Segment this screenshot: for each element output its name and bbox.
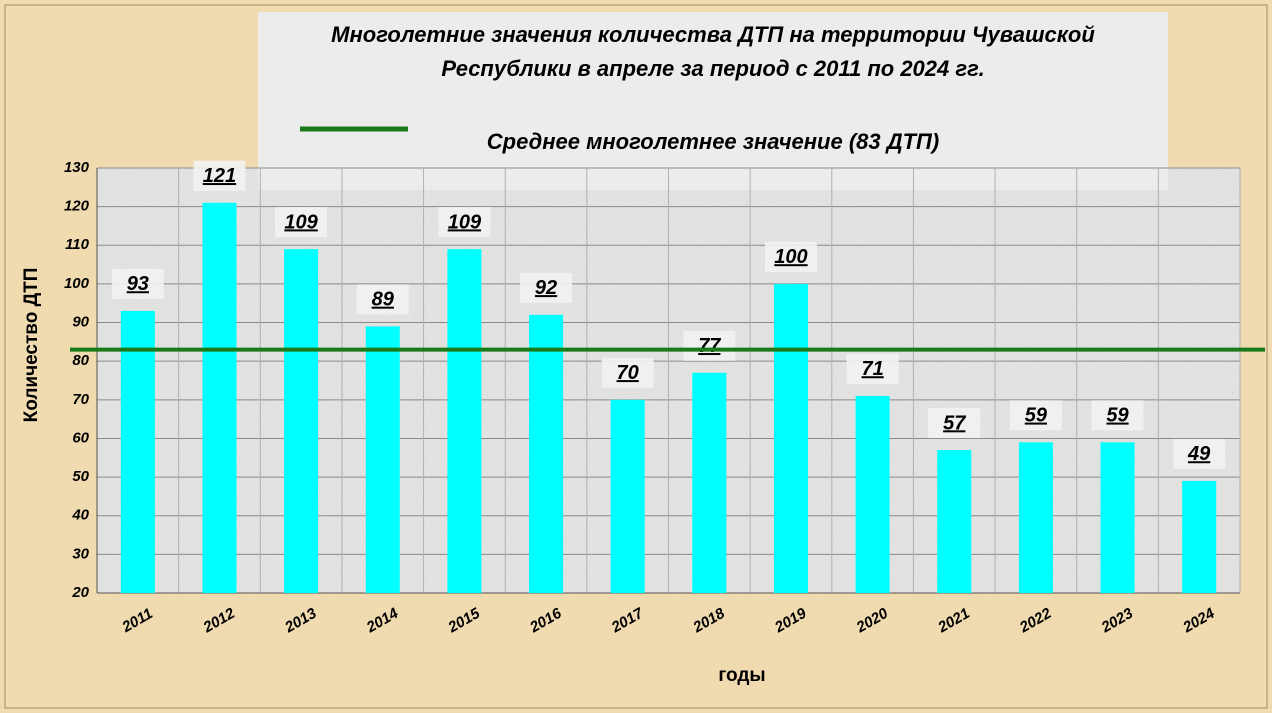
value-label-box bbox=[601, 357, 654, 388]
value-label: 89 bbox=[372, 289, 395, 311]
bar bbox=[692, 372, 727, 593]
y-tick-label: 130 bbox=[64, 159, 90, 176]
value-label-box bbox=[683, 330, 736, 361]
value-label-box bbox=[275, 207, 328, 238]
bar bbox=[610, 399, 645, 593]
y-tick-label: 60 bbox=[72, 429, 89, 446]
value-label-box bbox=[846, 353, 899, 384]
value-label-box bbox=[1173, 438, 1226, 469]
chart-title-line: Республики в апреле за период с 2011 по … bbox=[441, 56, 984, 81]
value-label: 77 bbox=[698, 335, 721, 357]
value-label-box bbox=[928, 408, 981, 439]
bar bbox=[202, 202, 237, 594]
value-label-box bbox=[764, 241, 817, 272]
value-label-box bbox=[193, 160, 246, 191]
bar bbox=[447, 249, 482, 594]
bar bbox=[855, 395, 890, 593]
y-tick-label: 50 bbox=[72, 468, 89, 485]
title-box bbox=[258, 12, 1168, 190]
value-label: 49 bbox=[1187, 443, 1211, 465]
value-label: 57 bbox=[943, 412, 966, 434]
value-label: 121 bbox=[203, 165, 236, 187]
y-tick-label: 80 bbox=[72, 352, 89, 369]
y-tick-label: 20 bbox=[71, 584, 89, 601]
y-tick-label: 90 bbox=[72, 314, 89, 331]
value-label: 93 bbox=[127, 273, 149, 295]
bar bbox=[937, 450, 972, 593]
x-axis-label: годы bbox=[718, 665, 765, 686]
y-tick-label: 100 bbox=[64, 275, 90, 292]
y-axis-label: Количество ДТП bbox=[21, 268, 42, 423]
value-label: 70 bbox=[617, 362, 639, 384]
value-label: 92 bbox=[535, 277, 557, 299]
border bbox=[4, 4, 1268, 709]
bar bbox=[365, 326, 400, 593]
value-label-box bbox=[438, 207, 491, 238]
y-tick-label: 110 bbox=[65, 236, 90, 253]
bar bbox=[284, 249, 319, 594]
value-label-box bbox=[1091, 400, 1144, 431]
y-tick-label: 30 bbox=[72, 545, 89, 562]
bar bbox=[120, 310, 155, 593]
value-label-box bbox=[356, 284, 409, 315]
y-tick-label: 70 bbox=[72, 391, 89, 408]
legend-label: Среднее многолетнее значение (83 ДТП) bbox=[487, 129, 939, 154]
value-label-box bbox=[1009, 400, 1062, 431]
chart-title-line: Многолетние значения количества ДТП на т… bbox=[331, 22, 1095, 47]
value-label: 71 bbox=[861, 358, 883, 380]
value-label-box bbox=[520, 272, 573, 303]
value-label: 59 bbox=[1106, 405, 1129, 427]
value-label-box bbox=[111, 268, 164, 299]
bar bbox=[773, 283, 808, 593]
value-label: 100 bbox=[774, 246, 807, 268]
bar bbox=[1182, 480, 1217, 593]
y-tick-label: 120 bbox=[64, 198, 90, 215]
value-label: 109 bbox=[448, 211, 482, 233]
bar bbox=[529, 314, 564, 593]
value-label: 109 bbox=[284, 211, 318, 233]
bar bbox=[1018, 442, 1053, 593]
y-tick-label: 40 bbox=[71, 507, 89, 524]
bar bbox=[1100, 442, 1135, 593]
value-label: 59 bbox=[1025, 405, 1048, 427]
